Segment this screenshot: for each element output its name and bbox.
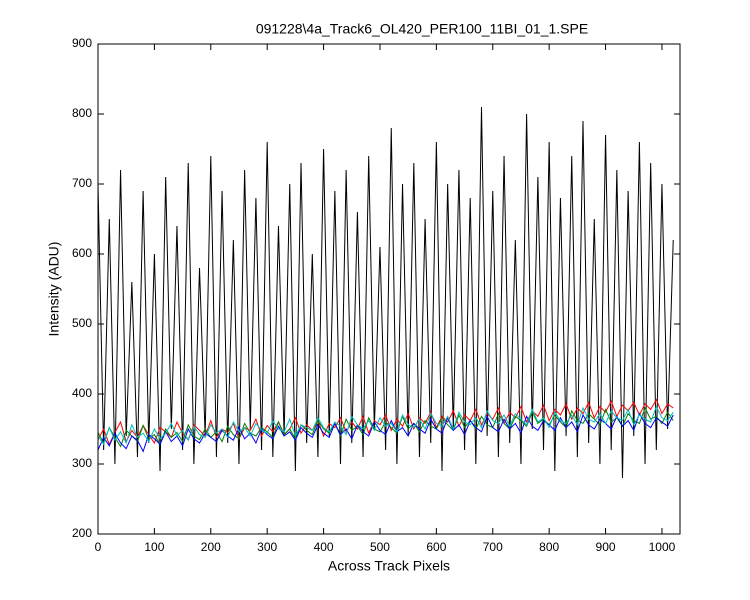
- y-tick-label: 500: [72, 316, 92, 330]
- x-axis-label: Across Track Pixels: [328, 558, 450, 574]
- axes-box: [97, 43, 681, 535]
- x-tick-label: 900: [596, 540, 616, 554]
- y-tick-label: 900: [72, 36, 92, 50]
- x-tick-label: 800: [539, 540, 559, 554]
- x-tick-label: 200: [201, 540, 221, 554]
- series-line: [97, 398, 674, 446]
- series-line: [97, 405, 674, 446]
- x-tick-label: 500: [370, 540, 390, 554]
- y-tick-label: 400: [72, 386, 92, 400]
- x-tick-label: 400: [314, 540, 334, 554]
- y-tick-label: 700: [72, 176, 92, 190]
- series-line: [97, 406, 674, 448]
- x-tick-label: 300: [257, 540, 277, 554]
- y-tick-label: 200: [72, 526, 92, 540]
- x-tick-label: 600: [426, 540, 446, 554]
- x-tick-label: 1000: [649, 540, 676, 554]
- series-line: [97, 412, 674, 453]
- y-tick-label: 600: [72, 246, 92, 260]
- y-tick-label: 300: [72, 456, 92, 470]
- x-tick-label: 700: [483, 540, 503, 554]
- y-tick-label: 800: [72, 106, 92, 120]
- series-line: [97, 106, 674, 479]
- y-axis-label: Intensity (ADU): [46, 242, 62, 337]
- chart-title: 091228\4a_Track6_OL420_PER100_11BI_01_1.…: [256, 21, 588, 37]
- x-tick-label: 100: [144, 540, 164, 554]
- x-tick-label: 0: [95, 540, 102, 554]
